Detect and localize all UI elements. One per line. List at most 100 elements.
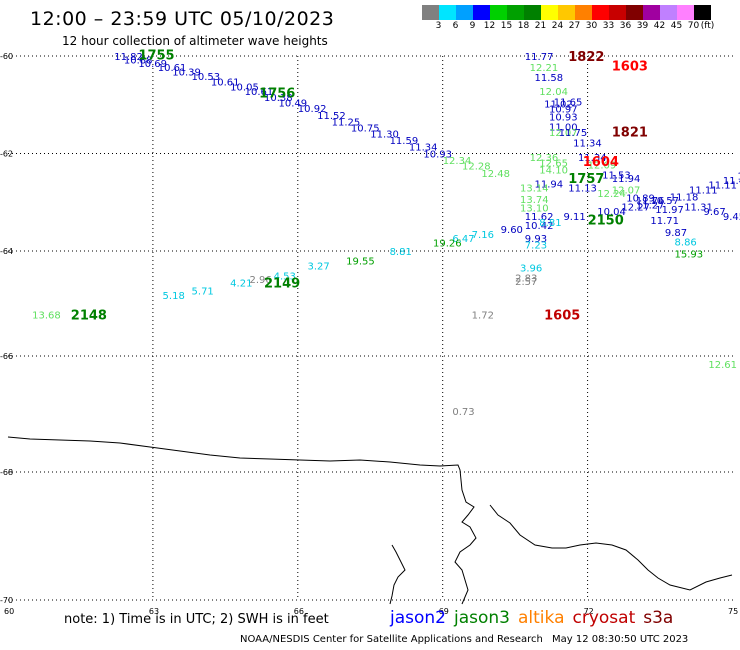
wave-height-value: 3.96: [520, 263, 542, 274]
wave-height-value: 11.53: [602, 170, 631, 181]
pass-time-label: 1822: [568, 50, 604, 65]
wave-height-value: 11.41: [723, 176, 740, 187]
wave-height-value: 12.61: [708, 360, 737, 371]
color-scale-tick: 39: [636, 21, 649, 31]
wave-height-value: 8.86: [675, 238, 697, 249]
wave-height-value: 1.72: [472, 311, 494, 322]
wave-height-value: 11.34: [578, 153, 607, 164]
wave-height-value: 11.82: [114, 52, 143, 63]
wave-height-value: 11.71: [650, 216, 679, 227]
color-swatch: [422, 5, 439, 20]
wave-height-value: 13.74: [520, 195, 549, 206]
wave-height-value: 9.67: [704, 207, 726, 218]
wave-height-value: 19.26: [433, 239, 462, 250]
pass-time-label: 1605: [544, 309, 580, 324]
wave-height-value: 11.59: [390, 136, 419, 147]
latitude-label: -60: [0, 52, 13, 61]
color-swatch: [694, 5, 711, 20]
wave-height-labels: 11.8210.8810.6910.6110.3910.5310.6110.05…: [32, 49, 740, 419]
pass-time-label: 1604: [583, 155, 619, 170]
pass-time-label: 1756: [259, 87, 295, 102]
wave-height-value: 10.39: [172, 68, 201, 79]
wave-height-value: 12.07: [549, 128, 578, 139]
wave-height-value: 12.28: [462, 162, 491, 173]
pass-time-label: 1821: [612, 126, 648, 141]
wave-height-value: 8.81: [539, 218, 561, 229]
wave-height-value: 12.09: [588, 161, 617, 172]
longitude-label: 72: [584, 607, 594, 616]
color-swatch: [456, 5, 473, 20]
wave-height-value: 13.68: [32, 311, 61, 322]
color-scale-tick: 24: [551, 21, 564, 31]
wave-height-value: 10.38: [264, 93, 293, 104]
wave-height-value: 2.83: [515, 273, 537, 284]
wave-height-value: 11.94: [534, 180, 563, 191]
wave-height-value: 13.10: [520, 204, 549, 215]
wave-height-value: 10.53: [192, 72, 221, 83]
wave-height-value: 7.16: [472, 230, 494, 241]
footer-timestamp: May 12 08:30:50 UTC 2023: [552, 634, 689, 645]
color-scale-tick: 33: [602, 21, 615, 31]
color-swatch: [558, 5, 575, 20]
color-scale-tick: 70: [687, 21, 700, 31]
color-swatch: [677, 5, 694, 20]
wave-height-value: 13.14: [520, 184, 549, 195]
color-scale-tick: 9: [469, 21, 476, 31]
wave-height-value: 10.49: [278, 98, 307, 109]
wave-height-value: 11.31: [684, 203, 713, 214]
footer-credit: NOAA/NESDIS Center for Satellite Applica…: [240, 634, 543, 645]
wave-height-value: 11.34: [573, 138, 602, 149]
wave-height-value: 11.11: [708, 181, 737, 192]
wave-height-value: 12.34: [443, 156, 472, 167]
wave-height-value: 4.53: [274, 272, 296, 283]
wave-height-value: 12.04: [539, 87, 568, 98]
satellite-legend-jason2: jason2: [390, 608, 446, 628]
pass-time-label: 2149: [264, 277, 300, 292]
wave-height-value: 5.71: [192, 286, 214, 297]
color-scale-tick: 12: [483, 21, 496, 31]
wave-height-value: 11.52: [317, 111, 346, 122]
wave-height-value: 11.94: [612, 174, 641, 185]
wave-height-value: 2.96: [250, 275, 272, 286]
wave-height-value: 10.69: [138, 59, 167, 70]
wave-height-value: 11.13: [568, 184, 597, 195]
wave-height-value: 11.00: [549, 123, 578, 134]
color-swatch: [575, 5, 592, 20]
color-swatch: [524, 5, 541, 20]
color-scale-legend: [422, 5, 711, 20]
wave-height-value: 11.97: [655, 205, 684, 216]
note-text: note: 1) Time is in UTC; 2) SWH is in fe…: [64, 612, 329, 627]
wave-height-value: 5.18: [163, 291, 185, 302]
pass-time-label: 1757: [568, 172, 604, 187]
page-subtitle: 12 hour collection of altimeter wave hei…: [62, 34, 328, 48]
color-swatch: [609, 5, 626, 20]
wave-height-value: 10.88: [124, 55, 153, 66]
latitude-label: -64: [0, 247, 13, 256]
wave-height-value: 11.27: [636, 201, 665, 212]
color-swatch: [626, 5, 643, 20]
color-scale-tick: 30: [585, 21, 598, 31]
wave-height-value: 11.11: [689, 186, 718, 197]
wave-height-value: 15.93: [675, 250, 704, 261]
satellite-legend: jason2 jason3 altika cryosat s3a: [390, 608, 681, 628]
wave-height-value: 11.25: [332, 117, 361, 128]
color-scale-tick: 6: [452, 21, 459, 31]
color-swatch: [541, 5, 558, 20]
color-swatch: [592, 5, 609, 20]
wave-height-value: 11.75: [559, 128, 588, 139]
wave-height-value: 11.30: [370, 130, 399, 141]
satellite-legend-cryosat: cryosat: [572, 608, 636, 628]
wave-height-value: 12.48: [481, 169, 510, 180]
color-scale-tick: (ft): [700, 21, 715, 31]
satellite-legend-s3a: s3a: [643, 608, 674, 628]
wave-height-value: 12.21: [530, 63, 559, 74]
color-scale-tick: 45: [670, 21, 683, 31]
color-swatch: [507, 5, 524, 20]
satellite-legend-altika: altika: [518, 608, 565, 628]
pass-time-label: 1755: [138, 49, 174, 64]
wave-height-value: 10.05: [230, 83, 259, 94]
pass-time-label: 1603: [612, 59, 648, 74]
wave-height-value: 8.81: [390, 247, 412, 258]
wave-height-value: 11.18: [670, 192, 699, 203]
wave-height-value: 9.11: [563, 212, 585, 223]
